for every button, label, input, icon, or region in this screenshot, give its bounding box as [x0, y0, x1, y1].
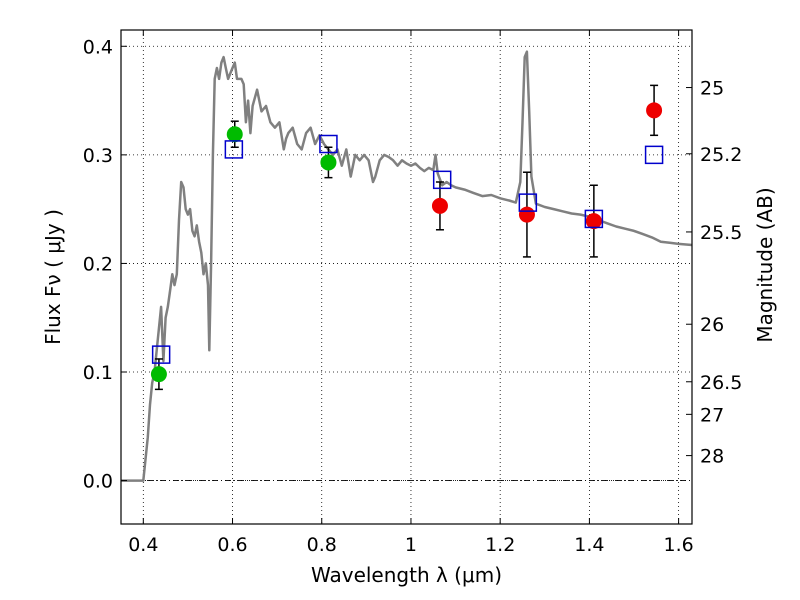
mag-tick-label: 25	[700, 78, 724, 100]
data-point-circle	[431, 197, 448, 214]
mag-tick-label: 27	[700, 404, 724, 426]
data-point-circle	[585, 213, 602, 230]
x-tick-label: 1	[405, 534, 417, 556]
y-tick-label: 0.4	[83, 36, 113, 58]
data-point-square	[224, 140, 244, 159]
data-point-circle	[518, 206, 535, 223]
mag-tick-label: 25.5	[700, 222, 742, 244]
mag-tick-label: 28	[700, 446, 724, 468]
data-point-square	[644, 145, 664, 165]
x-tick-label: 0.8	[307, 534, 337, 556]
data-point-square	[432, 170, 452, 190]
x-tick-label: 1.4	[574, 534, 604, 556]
x-axis-label: Wavelength λ (μm)	[311, 563, 502, 587]
plot-frame	[120, 29, 693, 525]
data-points	[150, 84, 664, 391]
model-spectrum	[121, 50, 693, 482]
data-point-circle	[646, 102, 663, 119]
data-point-square	[584, 209, 604, 229]
data-point-square	[518, 193, 538, 212]
mag-tick-label: 25.2	[700, 144, 742, 166]
data-point-circle	[150, 366, 167, 383]
data-point-circle	[320, 154, 337, 171]
mag-tick-label: 26	[700, 314, 724, 336]
y-tick-label: 0.1	[83, 362, 113, 384]
y2-axis-label: Magnitude (AB)	[753, 187, 777, 342]
data-point-square	[151, 345, 171, 364]
y-tick-label: 0.0	[83, 471, 113, 493]
x-tick-label: 1.6	[664, 534, 694, 556]
mag-tick-label: 26.5	[700, 372, 742, 394]
y-axis-label: Flux Fν ( μJy )	[41, 209, 65, 345]
y-tick-label: 0.2	[83, 253, 113, 275]
model-spectrum-line	[121, 50, 693, 482]
data-point-square	[319, 134, 338, 154]
ticks: 0.4 0.6 0.8 1 1.2 1.4 1.6 0.0 0.1 0.2 0.3 0.4 25 25.2…	[83, 30, 742, 556]
data-point-circle	[226, 126, 243, 143]
x-tick-label: 0.4	[128, 534, 158, 556]
y-tick-label: 0.3	[83, 145, 113, 167]
x-tick-label: 0.6	[217, 534, 247, 556]
x-tick-label: 1.2	[485, 534, 515, 556]
